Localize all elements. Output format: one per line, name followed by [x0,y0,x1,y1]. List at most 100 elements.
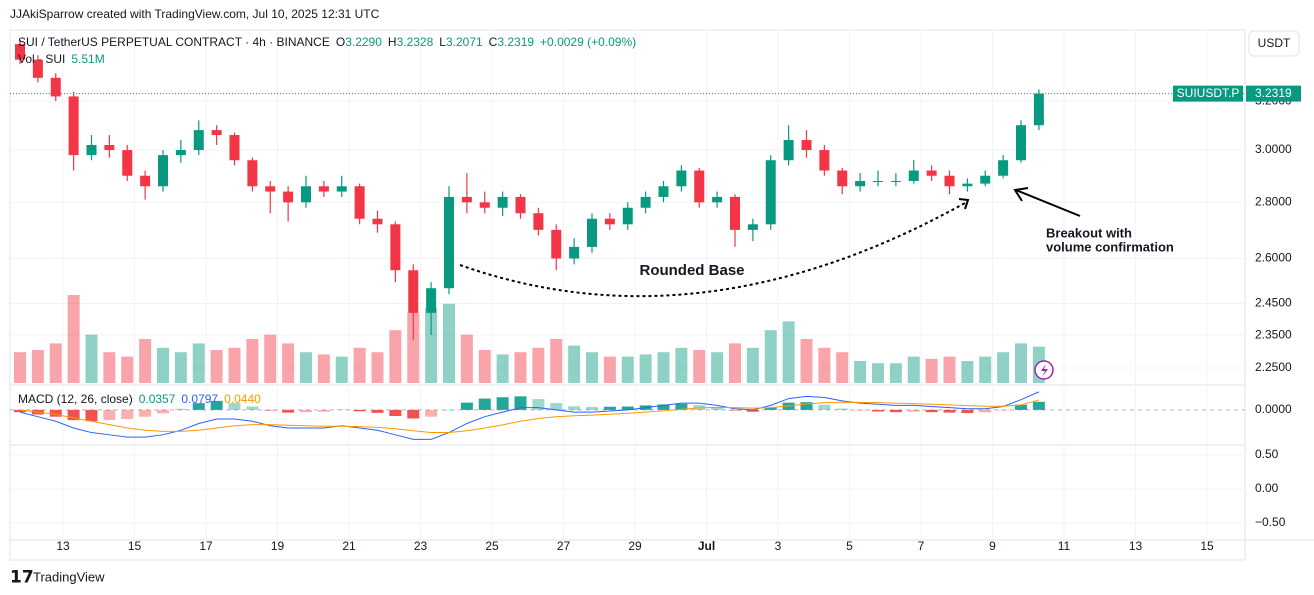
volume-bar [210,350,223,383]
candle-body [944,175,955,187]
volume-bar [174,352,187,383]
candle-body [640,196,651,208]
volume-bar [621,356,634,383]
volume-bar [657,352,670,383]
x-tick-label: 15 [128,539,142,553]
macd-histogram-bar [872,409,884,412]
ohlc-value: 3.2319 [497,35,534,49]
candle-body [283,191,294,203]
volume-bar [550,339,563,383]
candle-body [122,150,133,176]
y-tick-label: 0.50 [1255,447,1279,461]
candle-body [211,130,222,136]
candle-body [1016,125,1026,161]
volume-bar [282,343,295,383]
macd-histogram-bar [800,402,813,410]
macd-histogram-bar [210,400,223,410]
volume-bar [371,352,384,383]
volume-bar [157,347,169,383]
volume-bar [67,295,80,383]
macd-histogram-bar [568,406,581,410]
candle-body [390,224,401,271]
macd-histogram-bar [675,403,688,410]
candle-body [479,202,490,208]
macd-histogram-bar [49,409,62,417]
volume-bar [907,356,920,383]
macd-histogram-bar [335,409,348,410]
macd-histogram-bar [228,403,241,410]
candle-body [587,218,597,247]
volume-legend: Vol · SUI 5.51M [18,52,105,66]
volume-bar [961,361,974,383]
currency[interactable]: USDT [1258,36,1291,50]
price-tag-text: 3.2319 [1255,86,1292,100]
macd-histogram-bar [729,409,741,412]
x-tick-label: 7 [918,539,925,553]
volume-bar [121,356,134,383]
candle-body [783,140,794,161]
macd-histogram-bar [854,409,867,411]
volume-bar [603,356,616,383]
symbol-tag-text: SUIUSDT.P [1177,86,1240,100]
volume-bar [425,308,438,383]
candle-body [175,150,186,156]
candle-body [569,246,580,259]
candle-body [497,196,508,208]
macd-histogram-bar [139,409,152,417]
ohlc-value: 3.2071 [446,35,483,49]
candle-body [926,170,937,176]
volume-bar [532,347,545,383]
y-tick-label: 0.0000 [1255,402,1292,416]
macd-histogram-bar [460,402,473,410]
macd-histogram-bar [1015,404,1027,410]
candle-body [658,186,669,197]
volume-bar [514,352,527,383]
candle-body [372,218,383,225]
alert-icon-bolt [1041,364,1048,377]
signal-line [19,399,1040,434]
macd-value: 0.0797 [181,392,218,406]
candle-body [801,140,812,151]
ohlc-value: 3.2328 [397,35,434,49]
macd-hist-value: 0.0357 [139,392,176,406]
candle-body [50,77,61,97]
x-tick-label: Jul [698,539,715,553]
volume-bar [729,343,741,383]
candle-body [86,145,97,156]
macd-histogram-bar [389,409,402,417]
volume-bar [103,352,116,383]
x-tick-label: 3 [775,539,782,553]
candle-body [158,155,168,187]
volume-bar [586,352,598,383]
x-tick-label: 25 [485,539,499,553]
volume-bar [782,321,795,383]
volume-bar [264,334,277,383]
candle-body [765,160,776,225]
y-tick-label: 2.8000 [1255,194,1292,208]
y-tick-label: 0.00 [1255,481,1279,495]
x-tick-label: 9 [989,539,996,553]
candle-body [15,44,25,60]
candle-body [837,170,848,187]
macd-histogram-bar [997,409,1010,411]
x-tick-label: 17 [199,539,213,553]
volume-bar [49,343,62,383]
x-tick-label: 29 [628,539,642,553]
candle-body [336,186,347,192]
currency-button[interactable] [1248,30,1300,57]
macd-histogram-bar [603,406,616,410]
logo-mark: 𝟭𝟳 [10,567,34,586]
x-tick-label: 19 [271,539,285,553]
annotation: Breakout with [1046,225,1132,240]
volume-name: Vol · SUI [18,52,65,66]
candle-body [444,196,454,289]
volume-bar [925,358,938,383]
candle-body [819,150,830,171]
y-tick-label: 2.2500 [1255,360,1292,374]
candle-body [998,160,1009,176]
macd-histogram-bar [925,409,938,413]
candle-body [622,207,633,225]
volume-bar [800,339,813,383]
